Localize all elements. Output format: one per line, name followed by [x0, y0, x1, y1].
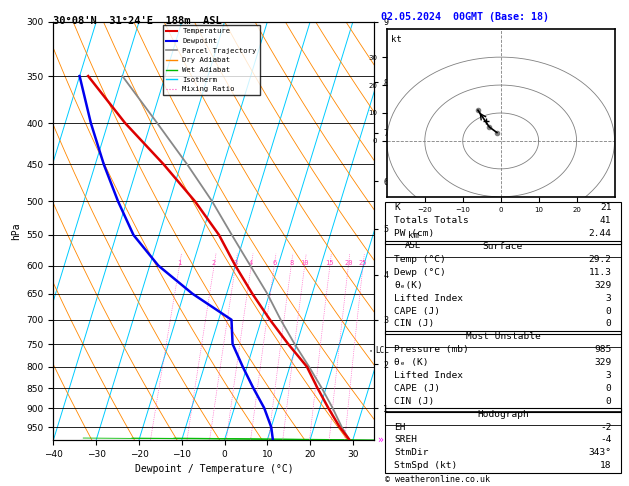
- Text: Temp (°C): Temp (°C): [394, 255, 446, 264]
- Text: 2: 2: [212, 260, 216, 266]
- Text: 29.2: 29.2: [588, 255, 611, 264]
- Text: StmDir: StmDir: [394, 448, 429, 457]
- X-axis label: Dewpoint / Temperature (°C): Dewpoint / Temperature (°C): [135, 464, 293, 474]
- Text: 1: 1: [177, 260, 182, 266]
- Text: LCL: LCL: [375, 347, 389, 355]
- Text: 21: 21: [600, 204, 611, 212]
- Text: 985: 985: [594, 345, 611, 354]
- Text: Lifted Index: Lifted Index: [394, 294, 464, 303]
- Text: 8: 8: [289, 260, 293, 266]
- Text: 10: 10: [301, 260, 309, 266]
- Text: CIN (J): CIN (J): [394, 319, 435, 329]
- Text: 0: 0: [606, 397, 611, 406]
- Text: »: »: [377, 435, 383, 445]
- Bar: [385, 331, 621, 412]
- Text: 25: 25: [359, 260, 367, 266]
- Y-axis label: km
ASL: km ASL: [405, 231, 421, 250]
- Text: Totals Totals: Totals Totals: [394, 216, 469, 226]
- Text: © weatheronline.co.uk: © weatheronline.co.uk: [385, 474, 490, 484]
- Text: 6: 6: [272, 260, 276, 266]
- Text: K: K: [394, 204, 400, 212]
- Text: CIN (J): CIN (J): [394, 397, 435, 406]
- Text: 18: 18: [600, 461, 611, 470]
- Text: 20: 20: [344, 260, 353, 266]
- Text: Dewp (°C): Dewp (°C): [394, 268, 446, 277]
- Text: Lifted Index: Lifted Index: [394, 371, 464, 380]
- Bar: [385, 241, 621, 334]
- Text: -4: -4: [600, 435, 611, 444]
- Text: 329: 329: [594, 358, 611, 367]
- Bar: [385, 408, 621, 473]
- Text: Pressure (mb): Pressure (mb): [394, 345, 469, 354]
- Text: PW (cm): PW (cm): [394, 229, 435, 238]
- Text: 0: 0: [606, 319, 611, 329]
- Text: EH: EH: [394, 422, 406, 432]
- Text: θₑ(K): θₑ(K): [394, 281, 423, 290]
- Text: 3: 3: [233, 260, 238, 266]
- Text: 15: 15: [326, 260, 334, 266]
- Text: 4: 4: [249, 260, 253, 266]
- Text: StmSpd (kt): StmSpd (kt): [394, 461, 458, 470]
- Text: 02.05.2024  00GMT (Base: 18): 02.05.2024 00GMT (Base: 18): [381, 12, 548, 22]
- Text: 2.44: 2.44: [588, 229, 611, 238]
- Text: -2: -2: [600, 422, 611, 432]
- Text: Surface: Surface: [483, 242, 523, 251]
- Bar: [385, 334, 621, 347]
- Text: 343°: 343°: [588, 448, 611, 457]
- Text: CAPE (J): CAPE (J): [394, 307, 440, 315]
- Text: Most Unstable: Most Unstable: [465, 332, 540, 341]
- Text: θₑ (K): θₑ (K): [394, 358, 429, 367]
- Bar: [385, 202, 621, 244]
- Text: 329: 329: [594, 281, 611, 290]
- Y-axis label: hPa: hPa: [11, 222, 21, 240]
- Bar: [385, 411, 621, 425]
- Text: CAPE (J): CAPE (J): [394, 384, 440, 393]
- Text: 11.3: 11.3: [588, 268, 611, 277]
- Legend: Temperature, Dewpoint, Parcel Trajectory, Dry Adiabat, Wet Adiabat, Isotherm, Mi: Temperature, Dewpoint, Parcel Trajectory…: [163, 25, 260, 95]
- Text: 30°08'N  31°24'E  188m  ASL: 30°08'N 31°24'E 188m ASL: [53, 16, 222, 26]
- Text: 0: 0: [606, 384, 611, 393]
- Text: 41: 41: [600, 216, 611, 226]
- Text: kt: kt: [391, 35, 401, 44]
- Text: 3: 3: [606, 371, 611, 380]
- Text: 0: 0: [606, 307, 611, 315]
- Text: SREH: SREH: [394, 435, 418, 444]
- Text: 3: 3: [606, 294, 611, 303]
- Bar: [385, 243, 621, 257]
- Text: Hodograph: Hodograph: [477, 410, 529, 418]
